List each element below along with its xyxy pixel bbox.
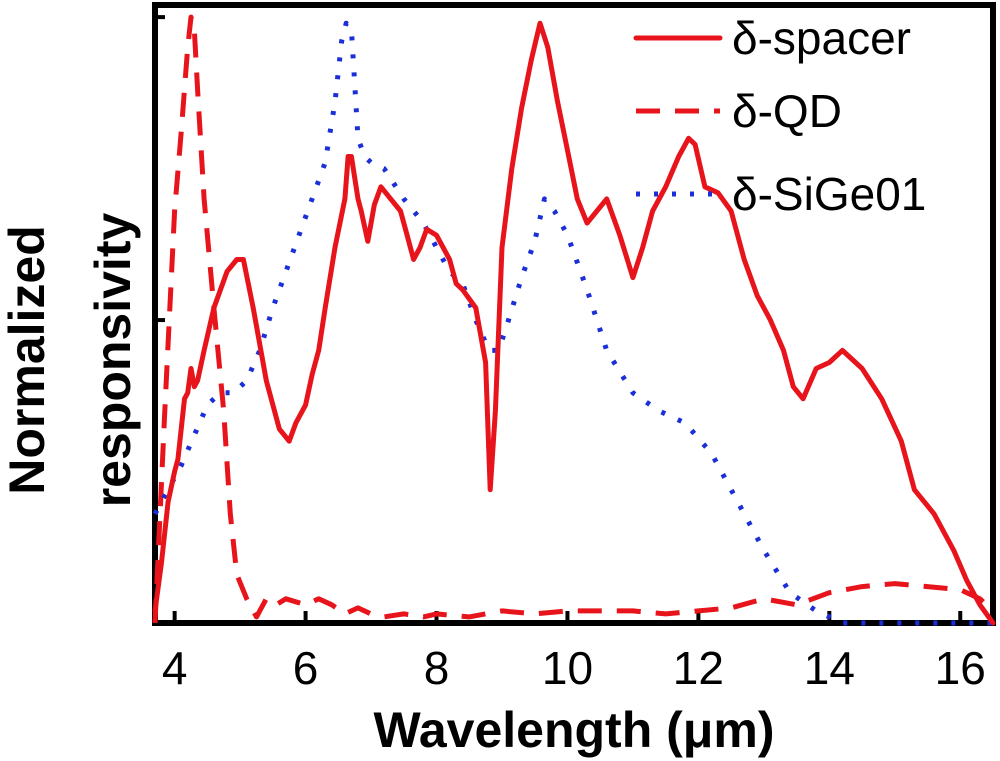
x-tick-label: 6 [293, 642, 319, 694]
plot-frame [152, 2, 996, 626]
legend-label-delta-sige01: δ-SiGe01 [732, 168, 926, 220]
legend-label-delta-qd: δ-QD [732, 85, 842, 137]
x-tick-label: 14 [804, 642, 855, 694]
x-tick-label: 10 [542, 642, 593, 694]
x-tick-label: 16 [935, 642, 986, 694]
legend: δ-spacer δ-QD δ-SiGe01 [633, 12, 926, 220]
series-layer [152, 14, 996, 626]
series-line--spacer [152, 20, 996, 626]
y-axis-title-line-1: Normalized [0, 225, 55, 495]
legend-label-delta-spacer: δ-spacer [732, 12, 911, 64]
x-tick-label: 4 [162, 642, 188, 694]
series-line--qd [152, 14, 995, 624]
y-axis-title-line-2: responsivity [85, 213, 141, 508]
x-tick-label: 12 [673, 642, 724, 694]
axis-ticks: 4 6 8 10 12 14 16 [155, 15, 986, 694]
x-tick-label: 8 [424, 642, 450, 694]
series-line--sige01 [152, 20, 993, 626]
x-axis-title: Wavelength (μm) [374, 702, 775, 758]
